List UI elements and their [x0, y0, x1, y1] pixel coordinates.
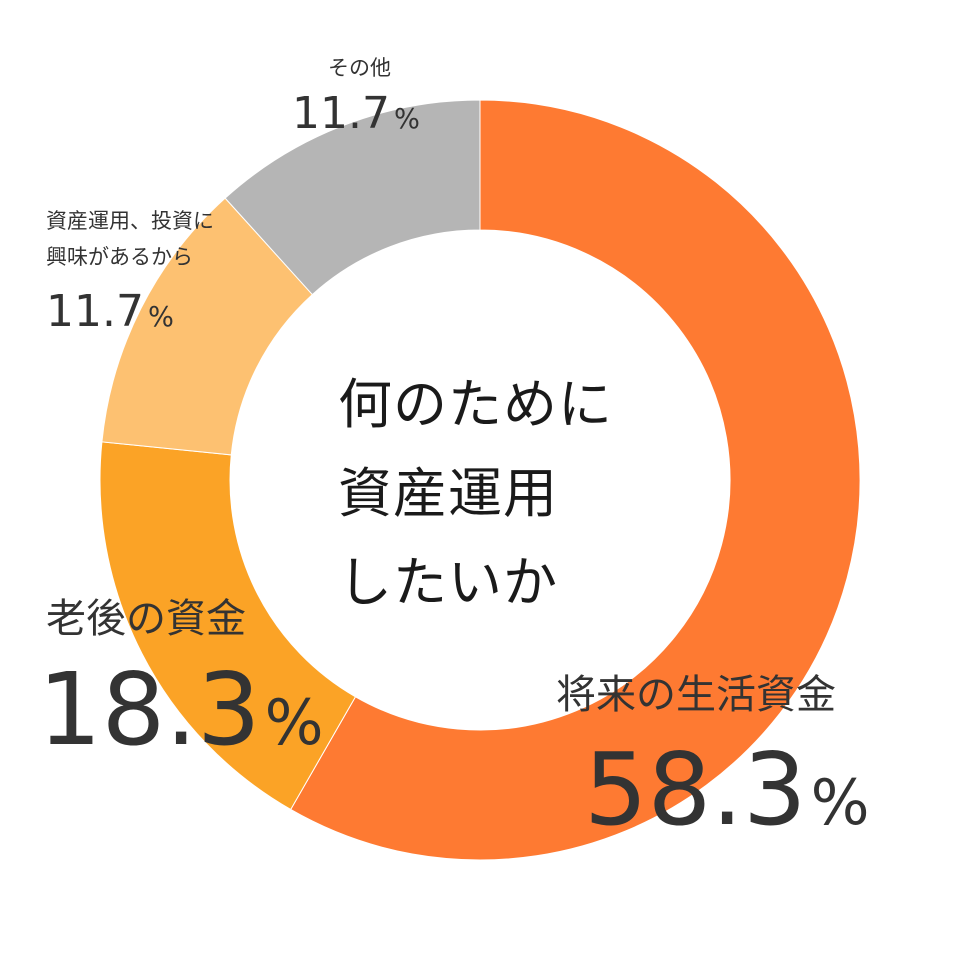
slice-value-investment-interest: 11.7% [46, 290, 174, 334]
slice-label-other: その他 [328, 56, 391, 80]
value-number: 11.7 [292, 88, 390, 139]
percent-sign: % [264, 686, 324, 759]
slice-value-retirement: 18.3% [38, 660, 324, 760]
value-number: 11.7 [46, 286, 144, 337]
percent-sign: % [147, 302, 174, 333]
slice-label-line: 資産運用、投資に [46, 209, 214, 233]
slice-retirement [99, 441, 357, 811]
slice-future-living [290, 99, 861, 861]
slice-value-other: 11.7% [292, 92, 420, 136]
percent-sign: % [810, 766, 870, 839]
chart-title-line: 何のために [338, 373, 613, 436]
percent-sign: % [393, 104, 420, 135]
slice-label-line: 興味があるから [46, 245, 193, 269]
value-number: 58.3 [584, 731, 807, 848]
chart-title: 何のために 資産運用 したいか [338, 360, 658, 627]
slice-other [224, 99, 481, 296]
slice-label-investment-interest: 資産運用、投資に 興味があるから [46, 203, 214, 275]
value-number: 18.3 [38, 651, 261, 768]
slice-value-future-living: 58.3% [584, 740, 870, 840]
slice-label-retirement: 老後の資金 [46, 596, 246, 642]
slice-label-future-living: 将来の生活資金 [556, 672, 836, 718]
chart-title-line: 資産運用 [338, 462, 558, 525]
chart-title-line: したいか [338, 551, 558, 614]
